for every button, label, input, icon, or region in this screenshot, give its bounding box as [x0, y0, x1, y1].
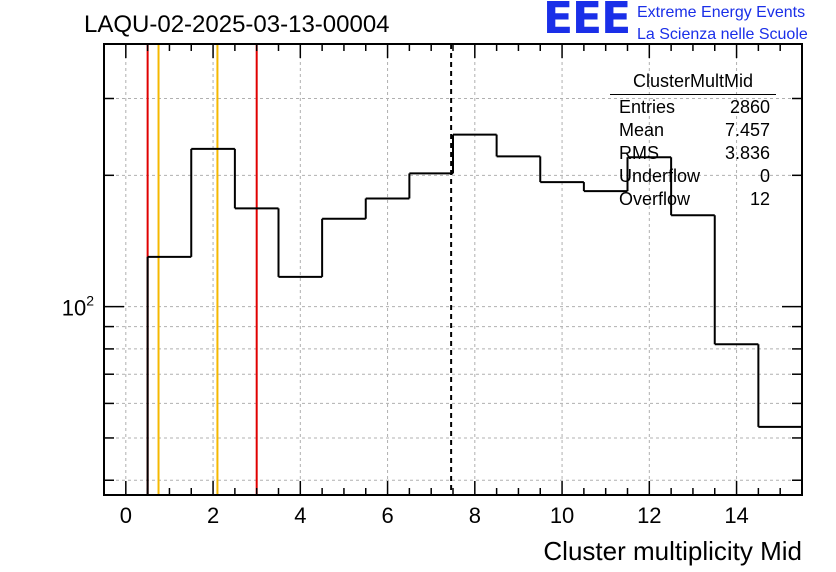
stats-value: 12	[749, 189, 770, 209]
chart-title: LAQU-02-2025-03-13-00004	[84, 11, 390, 38]
stats-value: 7.457	[724, 120, 770, 140]
x-tick-label: 2	[207, 503, 219, 528]
y-tick-label: 102	[62, 293, 94, 321]
stats-box: ClusterMultMid Entries 2860 Mean 7.457 RMS…	[610, 70, 776, 211]
x-axis-label: Cluster multiplicity Mid	[543, 536, 802, 566]
x-tick-label: 8	[469, 503, 481, 528]
x-tick-label: 12	[637, 503, 661, 528]
stats-label: Overflow	[619, 189, 691, 209]
stats-row-entries: Entries 2860	[610, 96, 776, 119]
axes	[103, 43, 803, 496]
x-tick-label: 0	[120, 503, 132, 528]
eee-logo-text: EEE	[543, 0, 631, 44]
histogram	[146, 133, 802, 495]
stats-row-rms: RMS 3.836	[610, 142, 776, 165]
x-tick-label: 6	[381, 503, 393, 528]
y-tick-label-base: 10	[62, 296, 86, 321]
stats-label: Entries	[619, 97, 676, 117]
stats-row-underflow: Underflow 0	[610, 165, 776, 188]
stats-label: Mean	[619, 120, 665, 140]
y-tick-label-exponent: 2	[86, 293, 94, 309]
stats-value: 0	[759, 166, 770, 186]
logo-line-1: Extreme Energy Events	[637, 4, 806, 21]
x-tick-label: 10	[550, 503, 574, 528]
stats-row-mean: Mean 7.457	[610, 119, 776, 142]
stats-value: 3.836	[724, 143, 770, 163]
marker-lines	[146, 44, 453, 495]
stats-label: Underflow	[619, 166, 701, 186]
x-tick-label: 4	[294, 503, 306, 528]
stats-title: ClusterMultMid	[610, 70, 776, 95]
stats-label: RMS	[619, 143, 659, 163]
stats-row-overflow: Overflow 12	[610, 188, 776, 211]
x-tick-label: 14	[724, 503, 748, 528]
logo-line-2: La Scienza nelle Scuole	[637, 26, 808, 43]
stats-value: 2860	[729, 97, 770, 117]
